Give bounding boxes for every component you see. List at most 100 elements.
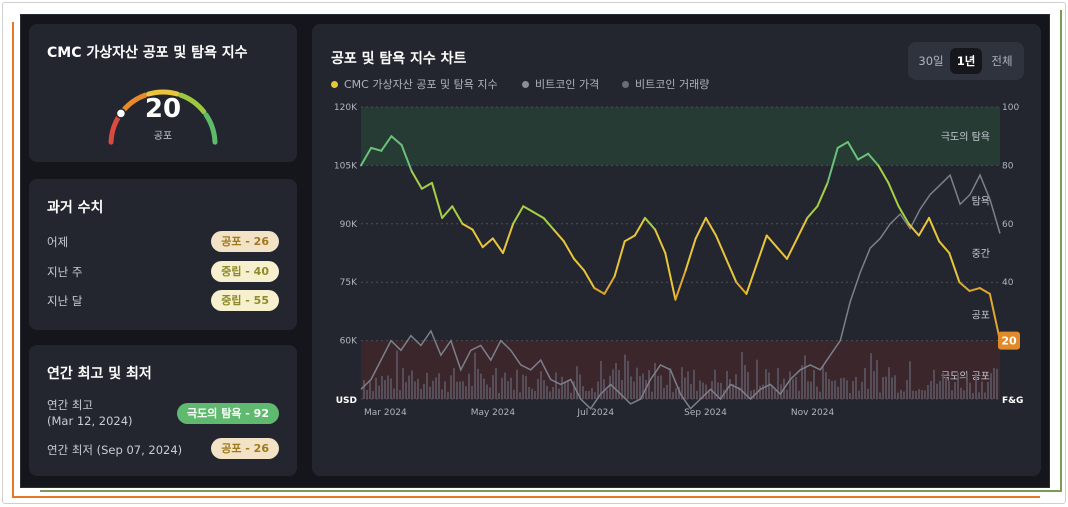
volume-bar <box>726 370 728 399</box>
volume-bar <box>690 384 692 399</box>
fear-greed-line-segment <box>532 211 545 219</box>
tab-30d[interactable]: 30일 <box>918 54 944 68</box>
volume-bar <box>951 390 953 399</box>
volume-bar <box>921 390 923 399</box>
volume-bar <box>747 372 749 399</box>
chart-panel: 공포 및 탐욕 지수 차트 30일 1년 전체 CMC 가상자산 공포 및 탐욕… <box>312 24 1041 476</box>
volume-bar <box>750 390 752 399</box>
volume-bar <box>597 381 599 399</box>
yearly-high-label: 연간 최고 <box>47 398 93 412</box>
tab-all[interactable]: 전체 <box>991 54 1013 68</box>
x-tick-label: Nov 2024 <box>791 408 835 418</box>
volume-bar <box>366 389 368 399</box>
volume-bar <box>996 368 998 399</box>
volume-bar <box>780 384 782 399</box>
volume-bar <box>732 384 734 399</box>
volume-bar <box>804 355 806 399</box>
volume-bar <box>801 365 803 399</box>
legend-item[interactable]: CMC 가상자산 공포 및 탐욕 지수 <box>331 76 498 92</box>
volume-bar <box>423 383 425 399</box>
legend-item[interactable]: 비트코인 가격 <box>522 76 599 92</box>
tab-1y[interactable]: 1년 <box>950 48 982 74</box>
zone-label: 극도의 탐욕 <box>941 131 990 143</box>
volume-bar <box>468 373 470 399</box>
volume-bar <box>675 388 677 399</box>
legend-label: 비트코인 가격 <box>535 78 600 91</box>
bitcoin-price-line <box>360 173 1001 410</box>
volume-bar <box>969 382 971 399</box>
volume-bar <box>537 379 539 399</box>
volume-bar <box>660 375 662 399</box>
fear-greed-line-segment <box>481 237 494 249</box>
volume-bar <box>414 381 416 399</box>
volume-bar <box>501 377 503 399</box>
volume-bar <box>483 378 485 399</box>
range-tabs: 30일 1년 전체 <box>908 42 1024 80</box>
volume-bar <box>777 367 779 399</box>
volume-bar <box>666 384 668 399</box>
volume-bar <box>837 386 839 399</box>
volume-bar <box>966 373 968 399</box>
fear-greed-chart: 60K 75K 90K 105K 120K USD 20 40 60 80 100 F&G Mar 20… <box>334 103 1023 418</box>
x-tick-label: Mar 2024 <box>364 408 407 418</box>
volume-bar <box>936 383 938 399</box>
volume-bar <box>816 386 818 399</box>
volume-bar <box>774 389 776 399</box>
volume-bar <box>705 384 707 399</box>
volume-bar <box>852 381 854 399</box>
volume-bar <box>864 368 866 399</box>
gauge-segment <box>178 92 207 115</box>
volume-bar <box>684 377 686 399</box>
fear-greed-line-segment <box>684 237 697 272</box>
volume-bar <box>549 391 551 399</box>
volume-bar <box>669 368 671 399</box>
legend-dot <box>622 81 629 88</box>
volume-bar <box>975 374 977 399</box>
volume-bar <box>555 372 557 399</box>
volume-bar <box>795 377 797 399</box>
fear-greed-line-segment <box>431 181 444 219</box>
status-badge: 중립 - 55 <box>211 290 279 311</box>
volume-bar <box>486 384 488 399</box>
history-row-label: 어제 <box>47 235 69 249</box>
volume-bar <box>603 379 605 399</box>
x-tick-label: May 2024 <box>471 408 516 418</box>
volume-bar <box>942 372 944 399</box>
volume-bar <box>693 369 695 399</box>
legend-item[interactable]: 비트코인 거래량 <box>622 76 709 92</box>
volume-bar <box>990 373 992 399</box>
volume-bar <box>945 377 947 399</box>
volume-bar <box>708 391 710 399</box>
fear-greed-line-segment <box>573 257 586 272</box>
fear-greed-line-segment <box>917 216 930 237</box>
volume-bar <box>813 369 815 399</box>
fear-greed-line-segment <box>826 146 839 184</box>
fear-greed-line-segment <box>907 222 920 237</box>
volume-bar <box>912 390 914 399</box>
fear-greed-line-segment <box>735 281 748 295</box>
volume-bar <box>642 373 644 399</box>
volume-bar <box>528 387 530 399</box>
volume-bar <box>867 388 869 399</box>
volume-bar <box>507 381 509 399</box>
fear-greed-line-segment <box>745 263 758 295</box>
volume-bar <box>903 391 905 399</box>
fear-greed-line-segment <box>978 287 991 295</box>
y-right-tick-label: 40 <box>1002 278 1014 288</box>
volume-bar <box>462 381 464 399</box>
volume-bar <box>855 376 857 399</box>
fear-greed-line-segment <box>633 216 646 237</box>
volume-bar <box>756 359 758 399</box>
volume-bar <box>591 388 593 399</box>
fear-greed-line-segment <box>846 141 859 161</box>
volume-bar <box>762 384 764 399</box>
fear-greed-line-segment <box>400 143 413 173</box>
volume-bar <box>657 375 659 399</box>
volume-bar <box>930 381 932 399</box>
history-row-label: 지난 달 <box>47 294 83 308</box>
volume-bar <box>984 392 986 399</box>
legend-label: CMC 가상자산 공포 및 탐욕 지수 <box>344 78 498 91</box>
fear-greed-line-segment <box>938 240 951 254</box>
volume-bar <box>471 385 473 399</box>
